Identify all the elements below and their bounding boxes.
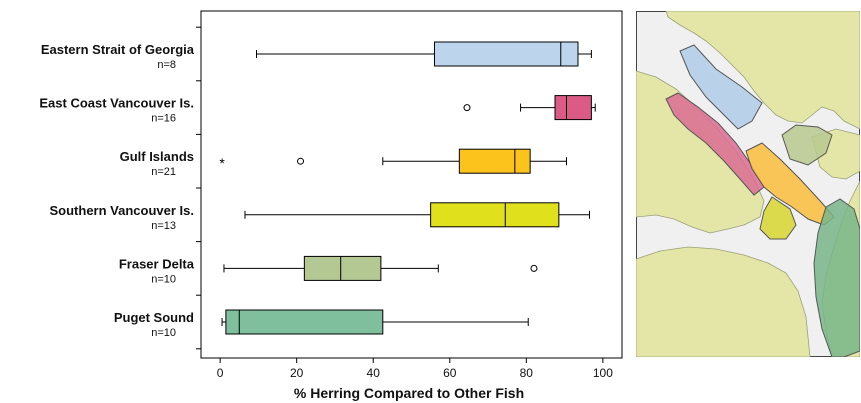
region-label: Fraser Delta xyxy=(119,256,195,271)
sample-size-label: n=13 xyxy=(151,220,176,232)
outlier-point xyxy=(298,158,304,164)
x-tick-label: 40 xyxy=(367,366,381,380)
iqr-box xyxy=(555,96,591,120)
extreme-point: * xyxy=(219,155,225,171)
iqr-box xyxy=(431,203,559,227)
box-series xyxy=(245,203,589,227)
box-series xyxy=(256,42,591,66)
x-tick-label: 80 xyxy=(520,366,534,380)
region-labels: Eastern Strait of Georgia n=8 East Coast V… xyxy=(39,42,194,339)
region-label: Southern Vancouver Is. xyxy=(50,203,195,218)
sample-size-label: n=21 xyxy=(151,166,176,178)
sample-size-label: n=10 xyxy=(151,327,176,339)
sample-size-label: n=16 xyxy=(151,113,176,125)
iqr-box xyxy=(304,256,381,280)
region-label: Puget Sound xyxy=(114,310,194,325)
iqr-box xyxy=(434,42,578,66)
x-axis-title: % Herring Compared to Other Fish xyxy=(294,385,524,401)
region-label: East Coast Vancouver Is. xyxy=(39,96,194,111)
box-series xyxy=(224,256,537,280)
outlier-point xyxy=(464,105,470,111)
outlier-point xyxy=(531,265,537,271)
x-axis: 0 20 40 60 80 100 xyxy=(217,358,613,380)
iqr-box xyxy=(459,149,530,173)
x-tick-label: 60 xyxy=(443,366,457,380)
x-tick-label: 0 xyxy=(217,366,224,380)
sample-size-label: n=8 xyxy=(157,59,176,71)
x-tick-label: 100 xyxy=(593,366,613,380)
box-series: * xyxy=(219,149,566,173)
herring-boxplot-chart: Eastern Strait of Georgia n=8 East Coast V… xyxy=(0,0,632,403)
region-label: Gulf Islands xyxy=(120,149,194,164)
x-tick-label: 20 xyxy=(290,366,304,380)
box-series xyxy=(464,96,595,120)
region-label: Eastern Strait of Georgia xyxy=(41,42,195,57)
sample-size-label: n=10 xyxy=(151,273,176,285)
iqr-box xyxy=(226,310,383,334)
boxplot-series: * xyxy=(219,42,595,334)
box-series xyxy=(222,310,528,334)
region-map xyxy=(636,11,860,357)
